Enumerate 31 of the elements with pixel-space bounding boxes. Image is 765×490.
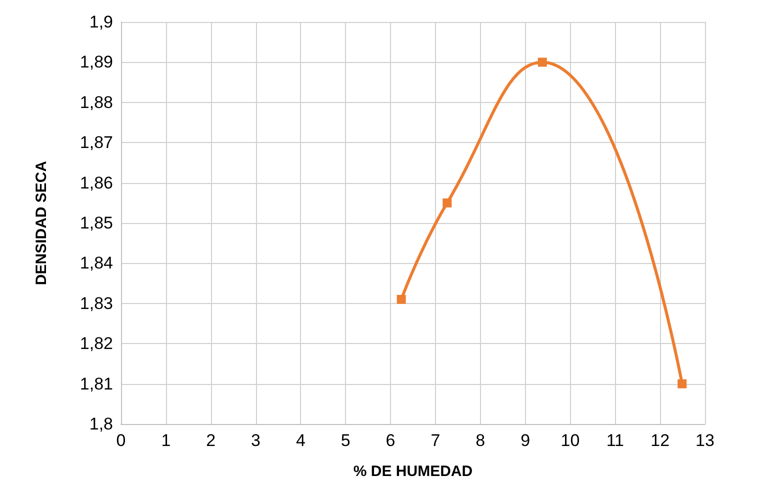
x-tick-label: 13 [696,431,714,450]
x-tick-label: 4 [296,431,306,450]
y-tick-label: 1,84 [80,254,113,273]
point [538,58,547,67]
point [442,198,452,208]
y-tick-label: 1,83 [80,294,113,313]
y-tick-label: 1,81 [80,374,113,394]
y-tick-label: 1,8 [89,414,113,434]
x-tick-label: 9 [520,431,530,450]
x-axis-title: % DE HUMEDAD [353,463,473,480]
y-tick-label: 1,85 [80,214,113,232]
x-tick-label: 8 [476,431,486,450]
x-tick-label: 1 [161,431,171,450]
x-tick-label: 12 [650,431,670,450]
point [396,294,406,304]
x-tick-label: 5 [340,431,350,450]
y-tick-label: 1,87 [80,133,113,152]
x-tick-label: 10 [560,431,580,450]
x-tick-label: 3 [251,431,261,450]
point [678,379,687,388]
y-tick-label: 1,88 [80,92,113,112]
x-tick-label: 7 [430,431,440,450]
y-tick-label: 1,9 [89,12,113,32]
y-tick-label: 1,82 [80,334,113,354]
x-tick-label: 2 [206,431,216,450]
x-tick-label: 6 [386,431,396,450]
y-tick-label: 1,89 [80,52,113,72]
y-tick-label: 1,86 [80,173,113,192]
x-tick-label: 0 [116,431,126,450]
y-axis-title: DENSIDAD SECA [33,160,50,286]
x-tick-label: 11 [606,431,624,450]
